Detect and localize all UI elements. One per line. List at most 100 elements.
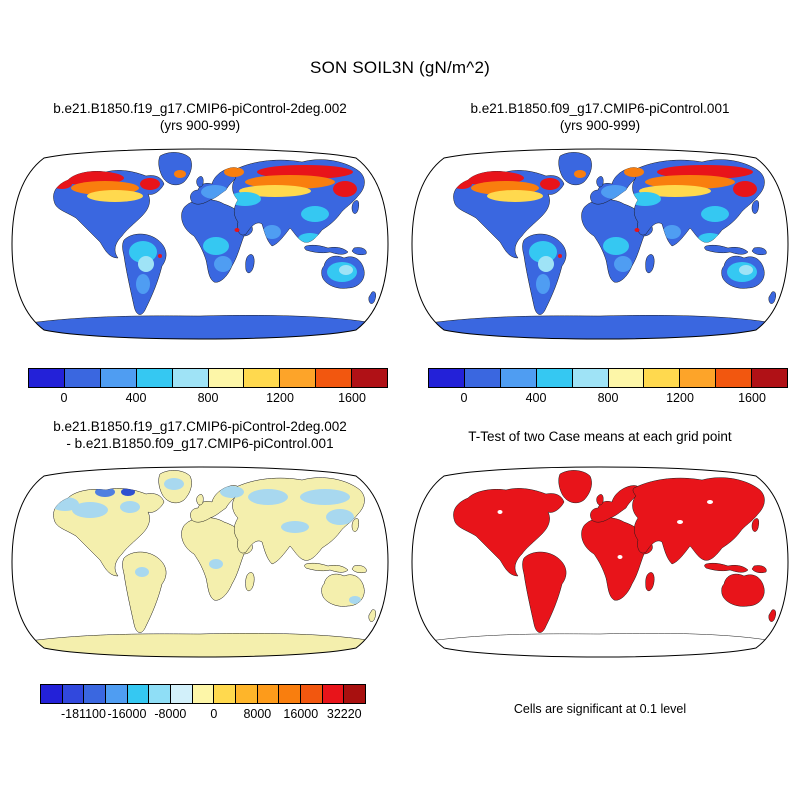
- colorbar-tick: 0: [460, 391, 468, 405]
- panel-title-line1: b.e21.B1850.f19_g17.CMIP6-piControl-2deg…: [53, 101, 347, 116]
- region-amazon-pale: [138, 256, 154, 272]
- colorbar-tick: -181100: [60, 707, 106, 721]
- region-greenland-lightblue: [164, 478, 184, 490]
- region-hudson-lightblue: [120, 501, 140, 513]
- map-difference: [10, 462, 390, 662]
- region-scandinavia-orange: [624, 167, 644, 177]
- map-case2: [410, 144, 790, 344]
- colorbar-segment: [716, 369, 753, 387]
- continents: [453, 470, 776, 633]
- landmass-madagascar: [245, 572, 255, 592]
- colorbar-segment: [41, 685, 63, 703]
- world-map-robinson: [411, 466, 789, 658]
- landmass-new-zealand: [768, 291, 776, 304]
- colorbar-segment: [316, 369, 353, 387]
- colorbar-tick: -16000: [107, 707, 147, 721]
- region-s-america-midblue: [136, 274, 150, 294]
- colorbar-tick: 1600: [738, 391, 766, 405]
- region-congo-cyan: [203, 237, 229, 255]
- data-regions: [453, 165, 757, 294]
- panel-title-line2: - b.e21.B1850.f09_g17.CMIP6-piControl.00…: [66, 436, 334, 451]
- projection-outline: [11, 466, 389, 658]
- landmass-asia: [632, 477, 765, 565]
- region-ne-asia-lightblue: [326, 509, 354, 525]
- region-arctic-canada-darkblue: [121, 488, 135, 496]
- colorbar-tick: 800: [597, 391, 619, 405]
- colorbar-tick: 1600: [338, 391, 366, 405]
- world-map-robinson: [11, 466, 389, 658]
- colorbar-segment: [322, 685, 345, 703]
- colorbar-segment: [171, 685, 193, 703]
- region-china-cyan: [301, 206, 329, 222]
- colorbar-segment: [352, 369, 388, 387]
- region-ne-africa-dot: [634, 228, 640, 232]
- landmass-antarctica: [17, 315, 383, 339]
- colorbar-tick: 800: [197, 391, 219, 405]
- region-scandinavia-orange: [224, 167, 244, 177]
- region-ne-africa-dot: [234, 228, 240, 232]
- colorbar-segment: [64, 369, 101, 387]
- landmass-antarctica: [417, 315, 783, 339]
- colorbar-segment: [344, 685, 366, 703]
- figure-title: SON SOIL3N (gN/m^2): [310, 58, 490, 77]
- region-india-midblue: [263, 225, 281, 239]
- region-greenland-orange: [574, 170, 586, 178]
- landmass-new-guinea: [351, 565, 367, 574]
- landmass-madagascar: [245, 254, 255, 274]
- colorbar-tick-labels: 0 400 800 1200 1600: [428, 391, 788, 407]
- colorbar-tick: 1200: [266, 391, 294, 405]
- region-siberia-yellow: [639, 185, 711, 197]
- landmass-indonesia: [704, 562, 749, 573]
- projection-outline: [411, 148, 789, 340]
- panel-title-ttest: T-Test of two Case means at each grid po…: [405, 428, 795, 445]
- colorbar-segment: [244, 369, 281, 387]
- panel-title-line2: (yrs 900-999): [159, 118, 241, 133]
- colorbar-segment: [172, 369, 209, 387]
- colorbar-segment: [280, 369, 317, 387]
- colorbar-tick: 16000: [283, 707, 319, 721]
- colorbar-segment: [29, 369, 65, 387]
- landmass-madagascar: [645, 572, 655, 592]
- region-east-europe-cyan: [629, 192, 661, 206]
- region-nonsignificant-cell-3: [497, 510, 503, 514]
- region-se-australia-lightblue: [349, 596, 361, 604]
- colorbar-segment: [279, 685, 302, 703]
- colorbar-tick-labels: -181100 -16000 -8000 0 8000 16000 32220: [40, 707, 366, 723]
- panel-title-difference: b.e21.B1850.f19_g17.CMIP6-piControl-2deg…: [5, 418, 395, 452]
- panel-title-case2: b.e21.B1850.f09_g17.CMIP6-piControl.001 …: [405, 100, 795, 134]
- projection-outline: [411, 466, 789, 658]
- map-ttest: [410, 462, 790, 662]
- world-map-robinson: [411, 148, 789, 340]
- colorbar-tick: 32220: [326, 707, 362, 721]
- colorbar-segment: [84, 685, 107, 703]
- region-australia-pale: [339, 265, 353, 275]
- region-siberia-yellow: [239, 185, 311, 197]
- landmass-new-guinea: [751, 247, 767, 256]
- region-brazil-coast-dot: [158, 254, 162, 258]
- colorbar-segment: [149, 685, 172, 703]
- region-india-midblue: [663, 225, 681, 239]
- region-greenland-orange: [174, 170, 186, 178]
- region-scandinavia-lightblue: [220, 486, 244, 498]
- region-amazon-lightblue: [135, 567, 149, 577]
- region-nonsignificant-cell-1: [677, 520, 683, 524]
- landmass-antarctica: [17, 633, 383, 657]
- colorbar-segment: [572, 369, 609, 387]
- map-case1: [10, 144, 390, 344]
- projection-outline: [11, 148, 389, 340]
- landmass-north-america: [453, 488, 565, 577]
- panel-title-line1: b.e21.B1850.f19_g17.CMIP6-piControl-2deg…: [53, 419, 347, 434]
- region-australia-pale: [739, 265, 753, 275]
- colorbar-segment: [106, 685, 128, 703]
- landmass-new-zealand: [368, 291, 376, 304]
- region-s-africa-midblue: [614, 256, 632, 272]
- landmass-new-zealand: [368, 609, 376, 622]
- landmass-australia: [721, 573, 765, 607]
- region-west-siberia-lightblue: [248, 489, 288, 505]
- colorbar-segment: [608, 369, 645, 387]
- region-s-america-midblue: [536, 274, 550, 294]
- landmass-south-america: [122, 551, 167, 633]
- panel-title-line1: b.e21.B1850.f09_g17.CMIP6-piControl.001: [470, 101, 730, 116]
- region-labrador-red: [540, 178, 560, 190]
